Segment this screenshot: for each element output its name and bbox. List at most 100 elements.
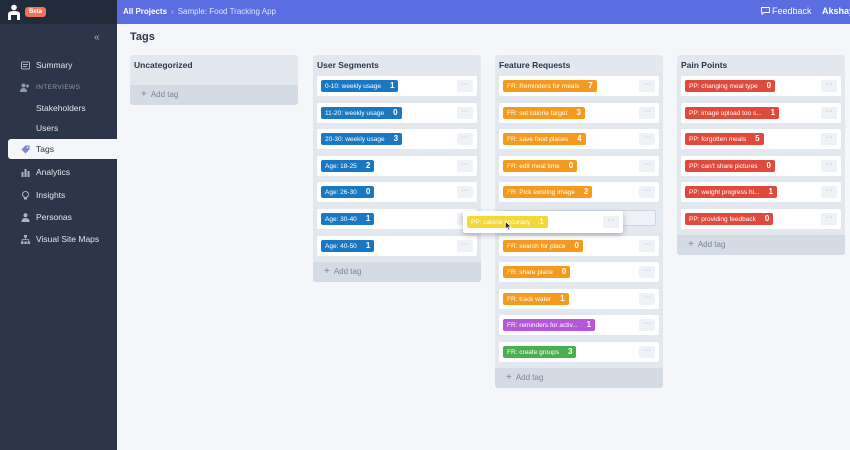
sidebar-item-tags[interactable]: Tags bbox=[8, 139, 117, 159]
tag-row[interactable]: FR: edit meal time 0 ··· bbox=[499, 155, 659, 176]
tag-row[interactable]: FR: create groups 3 ··· bbox=[499, 342, 659, 362]
tag-chip[interactable]: FR: share place 0 bbox=[503, 266, 571, 279]
tag-row[interactable]: PP: providing feedback 0 ··· bbox=[681, 209, 841, 229]
tag-chip[interactable]: Age: 18-25 2 bbox=[321, 159, 375, 172]
tag-chip[interactable]: 0-10: weekly usage 1 bbox=[321, 80, 399, 92]
more-options-icon[interactable]: ··· bbox=[821, 159, 837, 172]
tag-chip[interactable]: PP: image upload too s... 1 bbox=[685, 106, 780, 119]
summary-icon bbox=[21, 61, 30, 70]
tag-label: FR: save food places bbox=[507, 136, 569, 144]
more-options-icon[interactable]: ··· bbox=[639, 133, 655, 146]
tag-row[interactable]: PP: forgotten meals 5 ··· bbox=[681, 129, 841, 150]
tag-row[interactable]: FR: search for place 0 ··· bbox=[499, 235, 659, 256]
tag-chip[interactable]: FR: Pick existing image 2 bbox=[503, 186, 593, 199]
tag-chip[interactable]: FR: create groups 3 bbox=[503, 346, 577, 358]
page-title: Tags bbox=[130, 31, 155, 43]
tag-chip[interactable]: 11-20: weekly usage 0 bbox=[321, 106, 402, 119]
tag-chip[interactable]: Age: 40-50 1 bbox=[321, 239, 375, 252]
lightbulb-icon bbox=[22, 191, 29, 200]
tag-row[interactable]: PP: image upload too s... 1 ··· bbox=[681, 102, 841, 123]
more-options-icon[interactable]: ··· bbox=[457, 186, 473, 199]
tag-chip[interactable]: PP: forgotten meals 5 bbox=[685, 133, 764, 146]
app-logo-icon[interactable] bbox=[7, 4, 21, 20]
tag-chip[interactable]: 20-30: weekly usage 3 bbox=[321, 133, 403, 146]
tag-chip[interactable]: FR: Reminders for meals 7 bbox=[503, 80, 597, 92]
more-options-icon[interactable]: ··· bbox=[821, 80, 837, 92]
tag-count: 1 bbox=[770, 107, 776, 117]
tag-row[interactable]: FR: track water 1 ··· bbox=[499, 288, 659, 309]
tag-chip[interactable]: PP: weight progress hi... 1 bbox=[685, 186, 777, 199]
feedback-button[interactable]: Feedback bbox=[761, 6, 812, 16]
add-tag-button[interactable]: + Add tag bbox=[130, 85, 298, 105]
tag-row[interactable]: FR: share place 0 ··· bbox=[499, 262, 659, 283]
tag-row[interactable]: 11-20: weekly usage 0 ··· bbox=[317, 102, 477, 123]
breadcrumb-all-projects[interactable]: All Projects bbox=[123, 7, 168, 16]
tag-row[interactable]: FR: Pick existing image 2 ··· bbox=[499, 182, 659, 203]
add-tag-button[interactable]: + Add tag bbox=[313, 261, 481, 282]
tag-chip[interactable]: FR: reminders for activ... 1 bbox=[503, 319, 596, 332]
dragged-tag[interactable]: PP: calorie accuracy 1 bbox=[467, 216, 548, 228]
sidebar-item-visual-site-maps[interactable]: Visual Site Maps bbox=[0, 229, 117, 249]
sidebar-item-summary[interactable]: Summary bbox=[0, 55, 117, 75]
tag-chip[interactable]: FR: set calorie target 3 bbox=[503, 106, 585, 119]
chevron-double-left-icon[interactable]: « bbox=[94, 32, 100, 43]
more-options-icon[interactable]: ··· bbox=[639, 186, 655, 199]
tag-row[interactable]: PP: weight progress hi... 1 ··· bbox=[681, 182, 841, 203]
tag-chip[interactable]: PP: providing feedback 0 bbox=[685, 213, 774, 225]
tag-row[interactable]: 0-10: weekly usage 1 ··· bbox=[317, 76, 477, 96]
more-options-icon[interactable]: ··· bbox=[821, 133, 837, 146]
sidebar-item-personas[interactable]: Personas bbox=[0, 207, 117, 227]
tag-chip[interactable]: PP: can't share pictures 0 bbox=[685, 159, 775, 172]
sidebar-item-label: Personas bbox=[36, 212, 72, 222]
tag-row[interactable]: FR: Reminders for meals 7 ··· bbox=[499, 76, 659, 96]
tag-row[interactable]: FR: reminders for activ... 1 ··· bbox=[499, 315, 659, 336]
more-options-icon[interactable]: ··· bbox=[821, 186, 837, 199]
tag-column: User Segments 0-10: weekly usage 1 ··· 11-20… bbox=[313, 55, 481, 282]
more-options-icon[interactable]: ··· bbox=[639, 292, 655, 305]
more-options-icon[interactable]: ··· bbox=[639, 319, 655, 332]
more-options-icon[interactable]: ··· bbox=[821, 106, 837, 119]
tag-chip[interactable]: FR: edit meal time 0 bbox=[503, 159, 578, 172]
add-tag-button[interactable]: + Add tag bbox=[677, 235, 845, 255]
more-options-icon[interactable]: ··· bbox=[457, 239, 473, 252]
tag-row[interactable]: Age: 40-50 1 ··· bbox=[317, 235, 477, 256]
more-options-icon[interactable]: ··· bbox=[821, 213, 837, 225]
tag-count: 0 bbox=[393, 107, 398, 117]
more-options-icon[interactable]: ··· bbox=[639, 106, 655, 119]
more-options-icon[interactable]: ··· bbox=[457, 80, 473, 92]
sidebar-item-users[interactable]: Users bbox=[0, 118, 117, 138]
more-options-icon[interactable]: ··· bbox=[639, 239, 655, 252]
add-tag-button[interactable]: + Add tag bbox=[495, 368, 663, 388]
tag-chip[interactable]: Age: 30-40 1 bbox=[321, 213, 375, 225]
tag-row[interactable]: FR: save food places 4 ··· bbox=[499, 129, 659, 150]
tag-chip[interactable]: FR: track water 1 bbox=[503, 292, 569, 305]
more-options-icon[interactable]: ··· bbox=[603, 216, 619, 228]
tag-chip[interactable]: PP: changing meal type 0 bbox=[685, 80, 776, 92]
tag-row[interactable]: Age: 26-30 0 ··· bbox=[317, 182, 477, 203]
tag-row[interactable]: 20-30: weekly usage 3 ··· bbox=[317, 129, 477, 150]
breadcrumb-current-project[interactable]: Sample: Food Tracking App bbox=[177, 7, 276, 16]
sidebar-item-analytics[interactable]: Analytics bbox=[0, 162, 117, 182]
tag-row[interactable]: Age: 30-401··· bbox=[317, 209, 477, 229]
tag-chip[interactable]: FR: save food places 4 bbox=[503, 133, 586, 146]
sidebar-item-stakeholders[interactable]: Stakeholders bbox=[0, 98, 117, 118]
user-menu[interactable]: Akshay bbox=[822, 6, 850, 16]
more-options-icon[interactable]: ··· bbox=[457, 133, 473, 146]
tag-chip[interactable]: FR: search for place 0 bbox=[503, 239, 583, 252]
tag-row[interactable]: PP: can't share pictures 0 ··· bbox=[681, 155, 841, 176]
dragged-tag-row[interactable]: PP: calorie accuracy 1 ··· bbox=[463, 211, 623, 233]
sidebar-item-label: Tags bbox=[36, 144, 54, 154]
more-options-icon[interactable]: ··· bbox=[639, 346, 655, 358]
more-options-icon[interactable]: ··· bbox=[457, 159, 473, 172]
more-options-icon[interactable]: ··· bbox=[639, 266, 655, 279]
tag-row[interactable]: PP: changing meal type 0 ··· bbox=[681, 76, 841, 96]
more-options-icon[interactable]: ··· bbox=[639, 80, 655, 92]
sidebar-item-insights[interactable]: Insights bbox=[0, 185, 117, 205]
tag-label: Age: 18-25 bbox=[325, 162, 357, 170]
more-options-icon[interactable]: ··· bbox=[457, 106, 473, 119]
tag-row[interactable]: Age: 18-25 2 ··· bbox=[317, 155, 477, 176]
tag-count: 2 bbox=[583, 187, 589, 197]
tag-chip[interactable]: Age: 26-30 0 bbox=[321, 186, 375, 199]
tag-row[interactable]: FR: set calorie target 3 ··· bbox=[499, 102, 659, 123]
more-options-icon[interactable]: ··· bbox=[639, 159, 655, 172]
